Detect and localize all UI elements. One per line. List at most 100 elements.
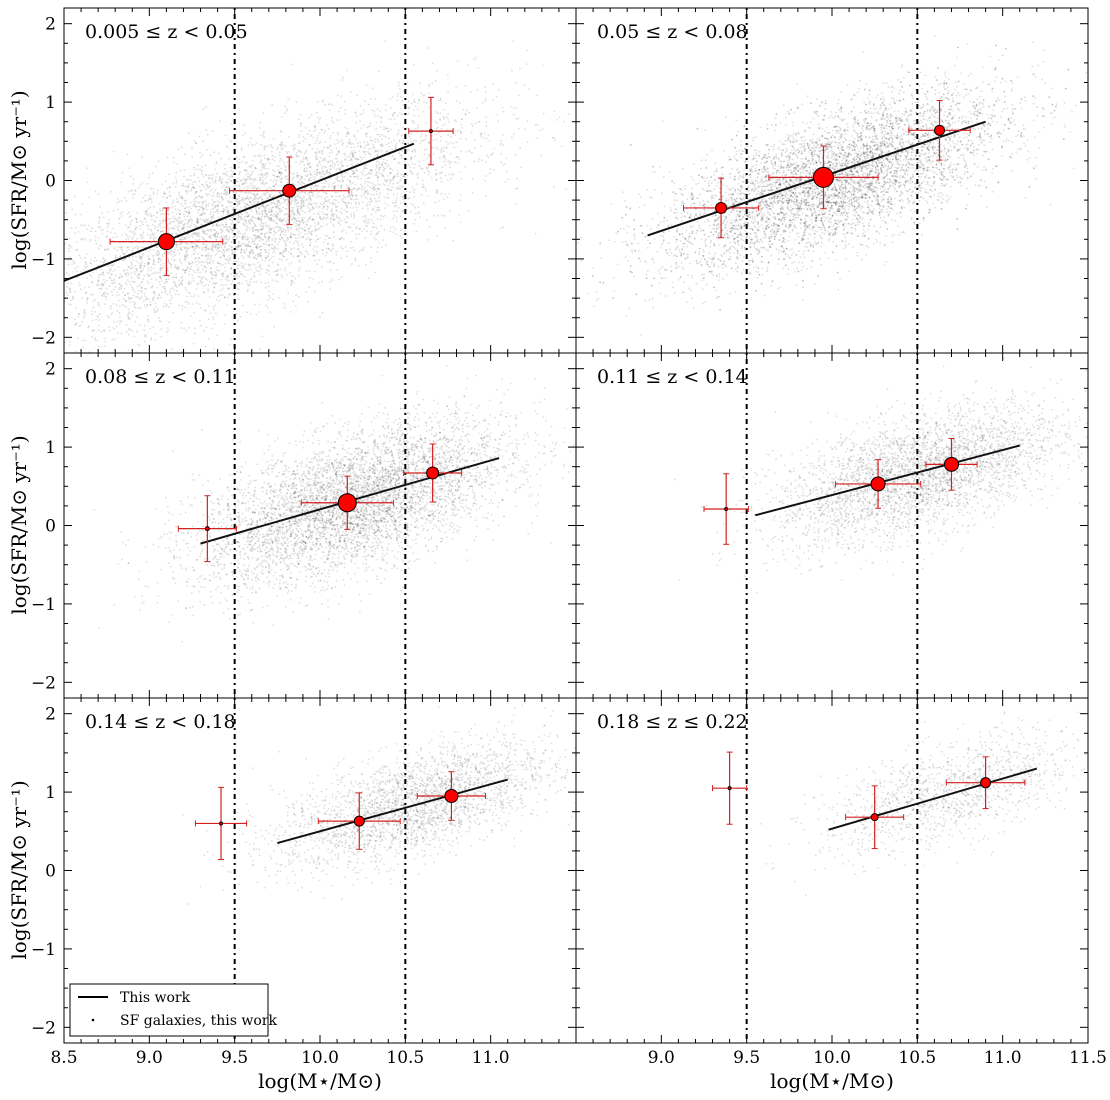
galaxy-point — [215, 230, 218, 233]
galaxy-point — [10, 291, 12, 293]
galaxy-point — [152, 258, 155, 261]
galaxy-point — [214, 181, 217, 184]
galaxy-point — [364, 186, 366, 189]
galaxy-point — [349, 143, 352, 146]
galaxy-point — [271, 261, 274, 264]
galaxy-point — [55, 273, 57, 275]
galaxy-point — [123, 288, 126, 290]
galaxy-point — [401, 113, 403, 116]
galaxy-point — [212, 262, 215, 264]
galaxy-point — [474, 147, 476, 150]
galaxy-point — [280, 178, 283, 180]
galaxy-point — [485, 195, 487, 198]
galaxy-point — [336, 268, 339, 271]
galaxy-point — [268, 195, 271, 198]
galaxy-point — [357, 158, 360, 161]
galaxy-point — [136, 221, 138, 223]
galaxy-point — [307, 219, 310, 222]
galaxy-point — [212, 282, 215, 285]
galaxy-point — [236, 200, 239, 203]
galaxy-point — [124, 196, 126, 199]
galaxy-point — [75, 307, 77, 309]
galaxy-point — [484, 179, 487, 182]
galaxy-point — [221, 263, 224, 266]
galaxy-point — [112, 282, 115, 284]
galaxy-point — [417, 206, 420, 209]
galaxy-point — [171, 276, 174, 279]
galaxy-point — [297, 155, 300, 158]
galaxy-point — [236, 156, 238, 159]
galaxy-point — [292, 206, 295, 209]
galaxy-point — [152, 205, 155, 208]
galaxy-point — [473, 58, 475, 61]
galaxy-point — [260, 134, 262, 136]
galaxy-point — [366, 126, 369, 129]
galaxy-point — [253, 193, 255, 195]
galaxy-point — [356, 158, 359, 161]
galaxy-point — [300, 209, 302, 212]
galaxy-point — [27, 353, 29, 355]
galaxy-point — [208, 193, 211, 196]
galaxy-point — [332, 161, 334, 164]
galaxy-point — [238, 202, 240, 205]
galaxy-point — [260, 252, 263, 254]
galaxy-point — [193, 223, 196, 226]
galaxy-point — [439, 97, 442, 100]
galaxy-point — [194, 168, 196, 171]
galaxy-point — [436, 192, 438, 195]
galaxy-point — [257, 218, 260, 221]
galaxy-point — [349, 142, 352, 145]
galaxy-point — [308, 195, 311, 198]
galaxy-point — [387, 130, 390, 133]
galaxy-point — [115, 325, 118, 328]
galaxy-point — [214, 205, 217, 208]
galaxy-point — [314, 125, 317, 128]
galaxy-point — [417, 176, 419, 179]
galaxy-point — [0, 316, 1, 318]
galaxy-point — [210, 208, 213, 211]
galaxy-point — [206, 258, 209, 261]
galaxy-point — [91, 293, 94, 296]
galaxy-point — [108, 224, 110, 227]
galaxy-point — [156, 254, 159, 257]
galaxy-point — [97, 279, 100, 281]
galaxy-point — [240, 147, 243, 149]
galaxy-point — [394, 147, 396, 150]
galaxy-point — [238, 185, 241, 188]
galaxy-point — [176, 201, 179, 204]
galaxy-point — [369, 203, 371, 206]
galaxy-point — [313, 130, 315, 133]
galaxy-point — [164, 180, 167, 183]
galaxy-point — [153, 272, 156, 275]
galaxy-point — [284, 175, 287, 178]
galaxy-point — [331, 104, 334, 107]
galaxy-point — [396, 99, 399, 102]
galaxy-point — [178, 304, 181, 307]
galaxy-point — [140, 201, 143, 204]
galaxy-point — [144, 306, 147, 309]
galaxy-point — [297, 248, 299, 251]
galaxy-point — [90, 230, 92, 233]
galaxy-point — [470, 123, 473, 125]
galaxy-point — [398, 140, 401, 142]
galaxy-point — [116, 202, 119, 204]
galaxy-point — [94, 337, 96, 339]
galaxy-point — [86, 253, 89, 256]
galaxy-point — [209, 154, 212, 157]
galaxy-point — [316, 252, 318, 255]
galaxy-point — [250, 166, 252, 169]
galaxy-point — [366, 230, 368, 233]
galaxy-point — [240, 249, 243, 252]
galaxy-point — [274, 216, 277, 218]
galaxy-point — [281, 206, 284, 209]
galaxy-point — [127, 226, 129, 229]
galaxy-point — [265, 224, 268, 227]
galaxy-point — [219, 294, 222, 297]
galaxy-point — [214, 168, 216, 171]
galaxy-point — [376, 176, 379, 179]
galaxy-point — [337, 151, 340, 154]
galaxy-point — [11, 339, 13, 341]
galaxy-point — [25, 330, 27, 332]
galaxy-point — [316, 213, 319, 215]
galaxy-point — [441, 147, 443, 150]
